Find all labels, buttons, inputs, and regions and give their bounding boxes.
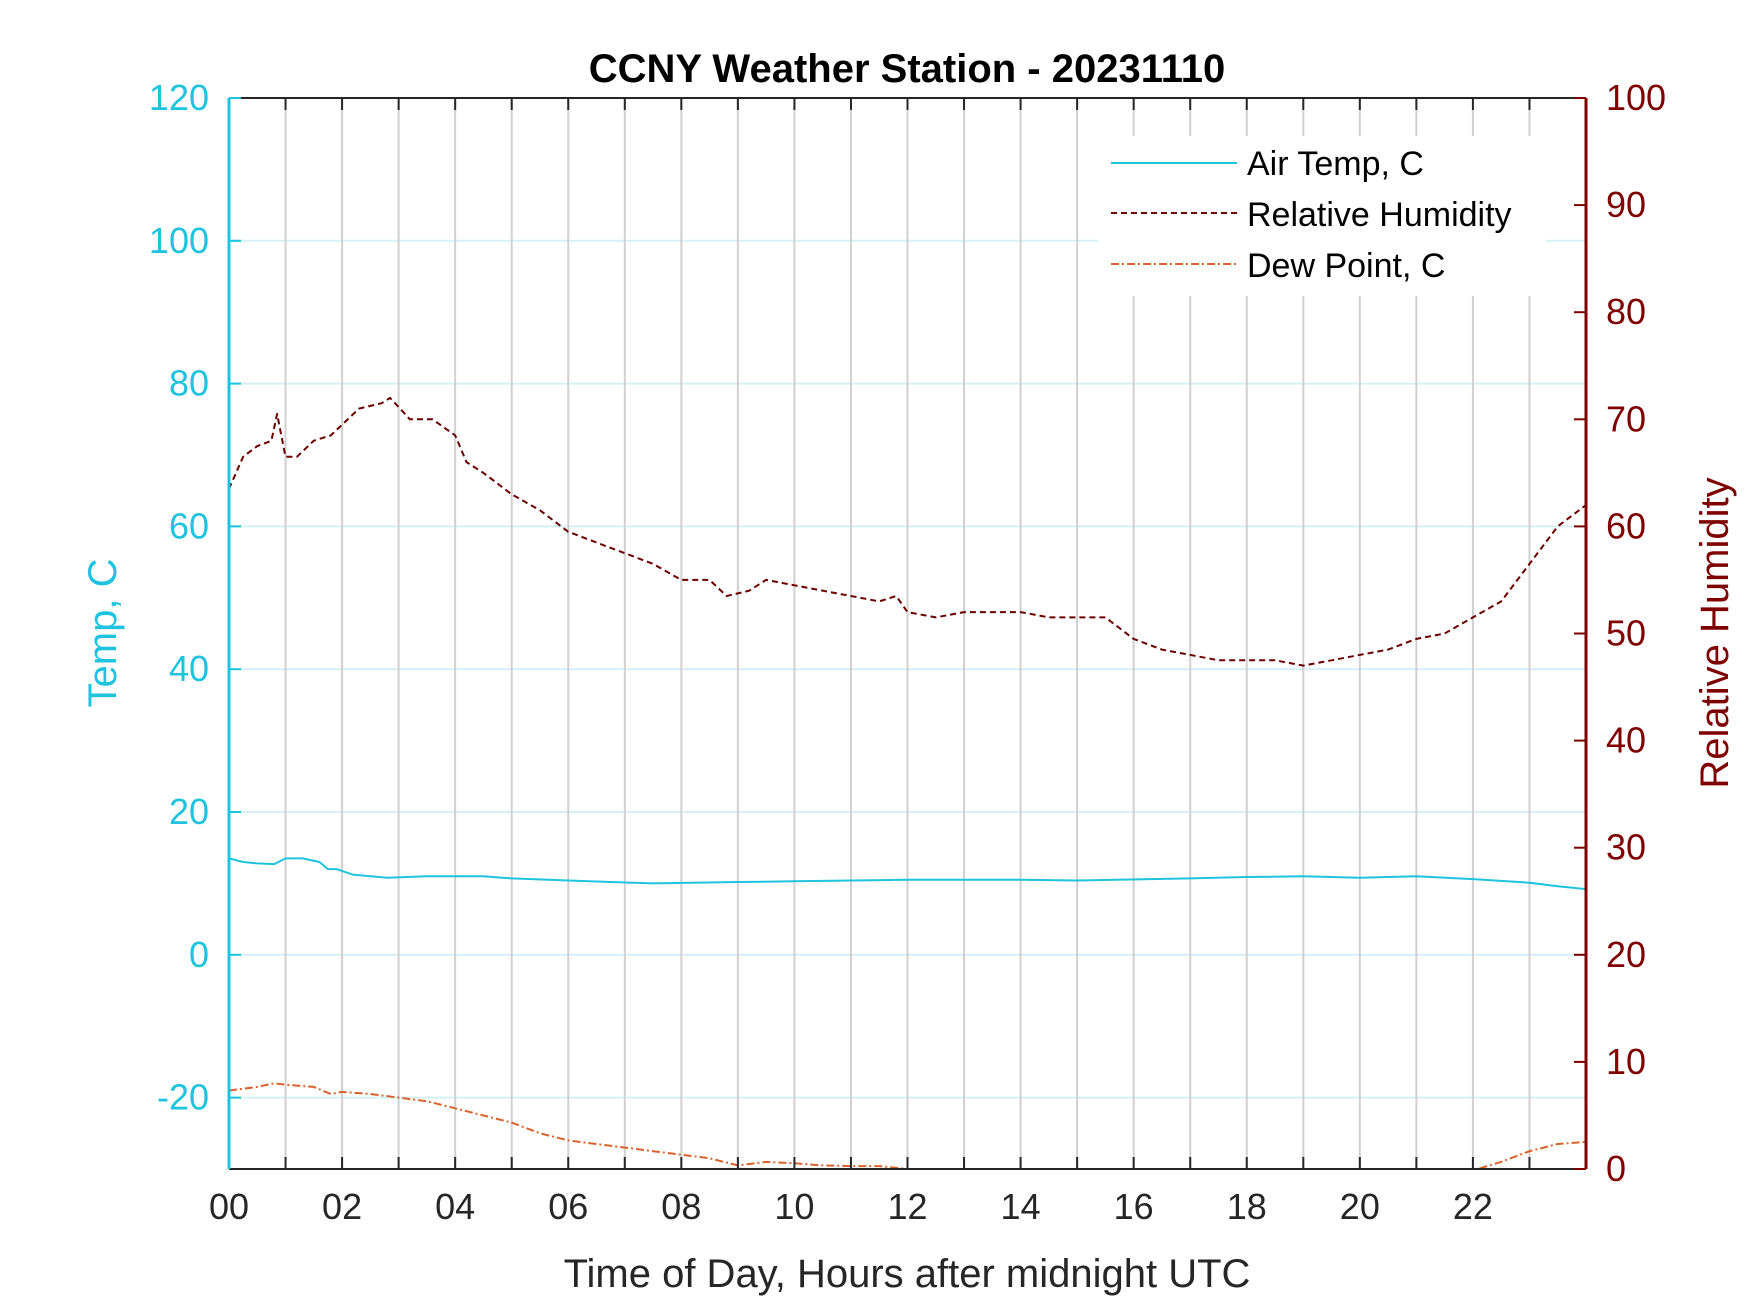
x-tick-label: 16 <box>1114 1186 1154 1227</box>
x-tick-label: 20 <box>1340 1186 1380 1227</box>
y-left-tick-label: 40 <box>169 648 209 689</box>
x-tick-label: 04 <box>435 1186 475 1227</box>
legend-label-air-temp: Air Temp, C <box>1247 145 1424 183</box>
y-left-tick-label: 0 <box>189 934 209 975</box>
y-right-tick-label: 80 <box>1606 291 1646 332</box>
y-right-tick-label: 10 <box>1606 1041 1646 1082</box>
x-tick-label: 12 <box>887 1186 927 1227</box>
y-left-tick-label: 100 <box>149 220 209 261</box>
y-right-tick-label: 30 <box>1606 827 1646 868</box>
y-left-tick-label: 80 <box>169 363 209 404</box>
y-right-tick-label: 100 <box>1606 77 1666 118</box>
x-tick-label: 06 <box>548 1186 588 1227</box>
x-tick-label: 10 <box>774 1186 814 1227</box>
x-tick-label: 00 <box>209 1186 249 1227</box>
y-right-tick-label: 70 <box>1606 398 1646 439</box>
axes <box>227 97 1588 1170</box>
grid-lines <box>229 97 1586 1169</box>
x-axis-title: Time of Day, Hours after midnight UTC <box>564 1252 1251 1296</box>
x-tick-label: 22 <box>1453 1186 1493 1227</box>
y-right-tick-label: 20 <box>1606 934 1646 975</box>
y-right-tick-label: 60 <box>1606 505 1646 546</box>
y-left-tick-label: 20 <box>169 791 209 832</box>
legend-label-dew-point: Dew Point, C <box>1247 247 1445 285</box>
y-right-tick-label: 90 <box>1606 184 1646 225</box>
tick-labels: 00 02 04 06 08 10 12 14 16 18 20 22-200204060801001… <box>149 77 1666 1227</box>
y-right-tick-label: 40 <box>1606 720 1646 761</box>
legend: Air Temp, C Relative Humidity Dew Point,… <box>1098 136 1546 296</box>
series-line-air-temp <box>229 857 1586 891</box>
y-left-tick-label: -20 <box>157 1077 209 1118</box>
y-axis-left-title: Temp, C <box>81 559 125 708</box>
chart-title: CCNY Weather Station - 20231110 <box>589 47 1226 91</box>
y-right-tick-label: 0 <box>1606 1148 1626 1189</box>
series-line-relative-humidity <box>229 396 1586 667</box>
x-tick-label: 02 <box>322 1186 362 1227</box>
y-left-tick-label: 60 <box>169 505 209 546</box>
x-tick-label: 08 <box>661 1186 701 1227</box>
y-right-tick-label: 50 <box>1606 613 1646 654</box>
x-tick-label: 14 <box>1001 1186 1041 1227</box>
y-left-tick-label: 120 <box>149 77 209 118</box>
legend-label-relative-humidity: Relative Humidity <box>1247 196 1512 234</box>
x-tick-label: 18 <box>1227 1186 1267 1227</box>
y-axis-right-title: Relative Humidity <box>1693 477 1737 788</box>
